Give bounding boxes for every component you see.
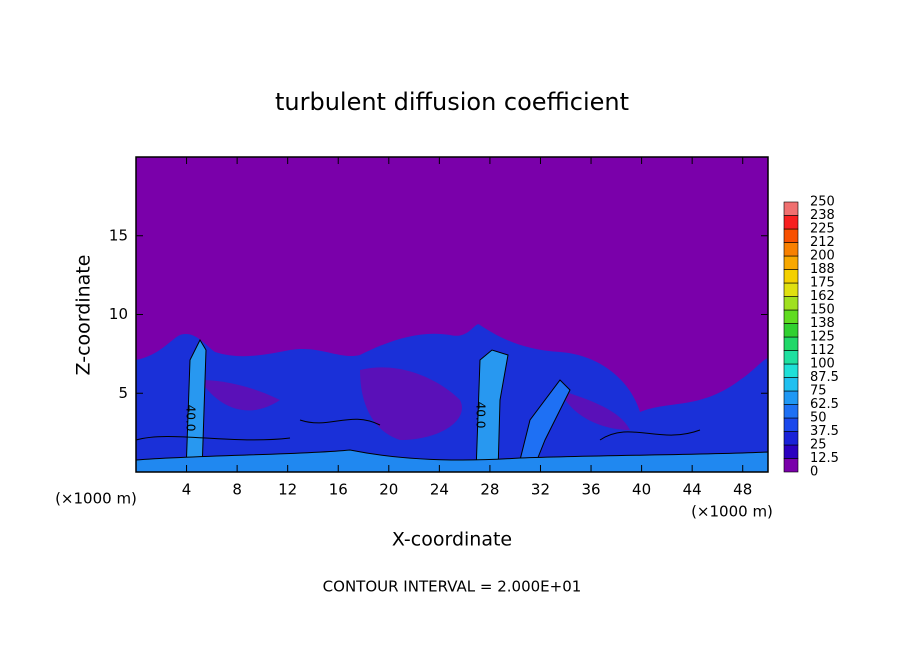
x-tick-label: 20	[379, 481, 398, 499]
colorbar-label: 238	[810, 208, 835, 223]
y-tick-label: 5	[118, 384, 128, 402]
colorbar-swatch	[783, 390, 799, 405]
x-tick-label: 12	[278, 481, 297, 499]
colorbar-label: 162	[810, 289, 835, 304]
contour-interval-note: CONTOUR INTERVAL = 2.000E+01	[323, 578, 582, 596]
colorbar-swatch	[783, 269, 799, 284]
x-tick-label: 32	[531, 481, 550, 499]
colorbar-swatch	[783, 431, 799, 446]
colorbar-label: 62.5	[810, 397, 839, 412]
colorbar-label: 50	[810, 411, 827, 426]
colorbar-label: 12.5	[810, 451, 839, 466]
colorbar-label: 200	[810, 249, 835, 264]
colorbar-swatch	[783, 444, 799, 459]
colorbar-label: 188	[810, 262, 835, 277]
x-tick-label: 48	[733, 481, 752, 499]
colorbar-swatch	[783, 282, 799, 297]
field	[135, 157, 769, 473]
colorbar-label: 75	[810, 384, 827, 399]
x-axis-label: X-coordinate	[392, 529, 512, 551]
colorbar-swatch	[783, 458, 799, 473]
colorbar-swatch	[783, 336, 799, 351]
colorbar-swatch	[783, 417, 799, 432]
field-surface-layer	[135, 449, 769, 473]
colorbar-swatch	[783, 215, 799, 230]
y-axis-label: Z-coordinate	[73, 255, 95, 376]
colorbar-label: 0	[810, 465, 818, 480]
x-tick-label: 24	[430, 481, 449, 499]
colorbar-swatch	[783, 363, 799, 378]
field-eddy	[560, 390, 630, 430]
colorbar-label: 125	[810, 330, 835, 345]
colorbar-swatch	[783, 350, 799, 365]
colorbar-swatch	[783, 242, 799, 257]
colorbar-label: 225	[810, 222, 835, 237]
x-tick-label: 28	[480, 481, 499, 499]
colorbar-swatch	[783, 377, 799, 392]
colorbar-swatch	[783, 255, 799, 270]
x-tick-label: 44	[683, 481, 702, 499]
colorbar-swatch	[783, 404, 799, 419]
x-tick-label: 16	[329, 481, 348, 499]
colorbar-label: 212	[810, 235, 835, 250]
colorbar-label: 150	[810, 303, 835, 318]
x-unit-label: (×1000 m)	[55, 490, 137, 508]
colorbar-label: 100	[810, 357, 835, 372]
colorbar-swatch	[783, 228, 799, 243]
colorbar-label: 112	[810, 343, 835, 358]
colorbar-label: 37.5	[810, 424, 839, 439]
contour-label: 40.0	[184, 405, 198, 432]
colorbar-label: 175	[810, 276, 835, 291]
colorbar-label: 87.5	[810, 370, 839, 385]
x-tick-label: 4	[182, 481, 192, 499]
colorbar-swatch	[783, 323, 799, 338]
field-contour	[135, 418, 701, 441]
x-unit-label: (×1000 m)	[691, 503, 773, 521]
contour-label: 40.0	[474, 402, 488, 429]
colorbar-label: 25	[810, 438, 827, 453]
colorbar-label: 250	[810, 195, 835, 210]
colorbar-label: 138	[810, 316, 835, 331]
x-tick-label: 40	[632, 481, 651, 499]
x-tick-label: 8	[232, 481, 242, 499]
colorbar-swatch	[783, 296, 799, 311]
y-tick-label: 10	[109, 305, 128, 323]
y-tick-label: 15	[109, 226, 128, 244]
chart-title: turbulent diffusion coefficient	[275, 88, 629, 116]
x-tick-label: 36	[581, 481, 600, 499]
field-eddy	[200, 380, 280, 411]
colorbar-swatch	[783, 201, 799, 216]
colorbar-swatch	[783, 309, 799, 324]
field-eddy	[360, 367, 462, 440]
